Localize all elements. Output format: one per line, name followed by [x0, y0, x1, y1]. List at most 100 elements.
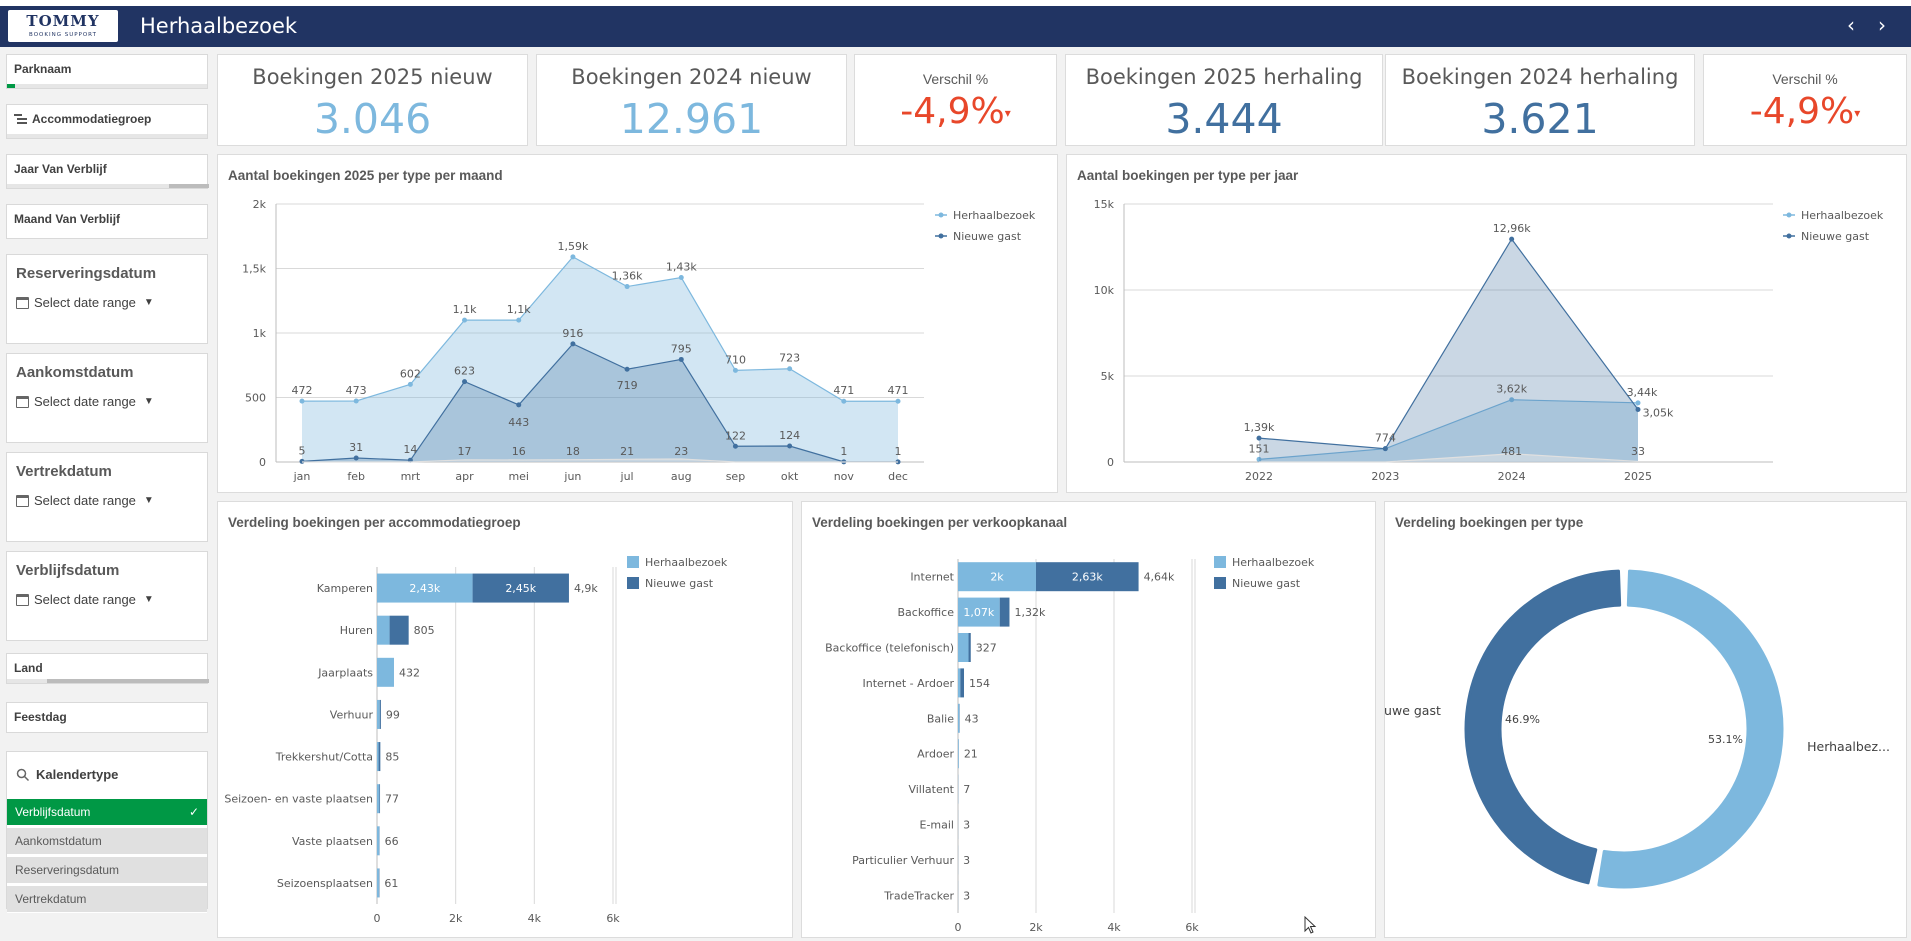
filter-maand-van-verblijf[interactable]: Maand Van Verblijf	[6, 204, 208, 239]
kalendertype-option[interactable]: Reserveringsdatum	[7, 857, 207, 884]
data-label: 1,36k	[612, 270, 643, 283]
x-tick-label: apr	[455, 470, 474, 483]
legend-marker	[627, 577, 639, 589]
search-icon	[16, 768, 30, 781]
trend-down-icon: ▾	[1004, 106, 1011, 120]
data-label: 17	[458, 445, 472, 458]
series-area	[302, 343, 898, 462]
slice-name-label: Nieuwe gast	[1385, 703, 1441, 718]
chart-title: Verdeling boekingen per accommodatiegroe…	[228, 515, 521, 530]
filter-feestdag[interactable]: Feestdag	[6, 702, 208, 733]
data-label: 122	[725, 429, 746, 442]
next-sheet-button[interactable]: ›	[1878, 13, 1886, 37]
bar-segment	[377, 573, 473, 603]
bar-total-label: 77	[385, 793, 399, 806]
data-point	[1382, 446, 1388, 452]
kpi-title: Boekingen 2025 nieuw	[252, 65, 493, 89]
data-point	[1509, 236, 1515, 242]
previous-sheet-button[interactable]: ‹	[1847, 13, 1855, 37]
bar-segment	[958, 703, 960, 733]
data-label: 471	[833, 384, 854, 397]
calendar-icon	[16, 395, 29, 408]
filter-parknaam[interactable]: Parknaam	[6, 54, 208, 89]
data-point	[895, 398, 901, 404]
bar-segment	[389, 615, 409, 645]
bar-segment	[958, 739, 959, 769]
date-range-picker[interactable]: Select date range ▼	[16, 295, 154, 310]
date-range-picker[interactable]: Select date range ▼	[16, 394, 154, 409]
category-label: Huren	[340, 624, 373, 637]
bar-total-label: 327	[976, 642, 997, 655]
data-label: 472	[292, 384, 313, 397]
chart-panel-type[interactable]: Verdeling boekingen per type 53.1% Herhaa…	[1384, 501, 1907, 938]
filter-accommodatiegroep[interactable]: Accommodatiegroep	[6, 104, 208, 139]
kpi-boekingen-2024-nieuw[interactable]: Boekingen 2024 nieuw 12.961	[536, 54, 847, 146]
data-label: 1	[840, 445, 847, 458]
series-area	[302, 256, 898, 462]
data-point	[1635, 400, 1641, 406]
chart-title: Aantal boekingen per type per jaar	[1077, 168, 1299, 183]
x-tick-label: 6k	[1185, 921, 1199, 934]
kpi-title: Boekingen 2024 herhaling	[1401, 65, 1679, 89]
bar-total-label: 85	[385, 751, 399, 764]
x-tick-label: 2k	[1029, 921, 1043, 934]
bar-segment	[999, 597, 1010, 627]
data-label: 5	[299, 444, 306, 457]
bar-total-label: 432	[399, 666, 420, 679]
legend-marker	[1214, 556, 1226, 568]
date-filter-title: Verblijfsdatum	[16, 562, 120, 579]
kpi-title: Boekingen 2025 herhaling	[1085, 65, 1363, 89]
series-line	[302, 458, 898, 463]
chart-panel-jaar[interactable]: Aantal boekingen per type per jaar 0 5k 10…	[1066, 154, 1907, 493]
x-tick-label: jan	[293, 470, 311, 483]
kpi-verschil-nieuw[interactable]: Verschil % -4,9%▾	[854, 54, 1057, 146]
bar-total-label: 43	[965, 712, 979, 725]
tommy-logo[interactable]: TOMMY BOOKING SUPPORT	[8, 10, 118, 42]
area-chart-jaar: 0 5k 10k 15k 2022 2023 2024 2025 151 774 3,62k 3,44…	[1094, 198, 1884, 483]
category-label: Kamperen	[317, 582, 373, 595]
kpi-boekingen-2024-herhaling[interactable]: Boekingen 2024 herhaling 3.621	[1385, 54, 1695, 146]
category-label: Backoffice (telefonisch)	[825, 642, 954, 655]
donut-chart-type: 53.1% Herhaalbez... 46.9% Nieuwe gast	[1385, 569, 1890, 889]
date-range-placeholder: Select date range	[34, 592, 136, 607]
bar-total-label: 1,32k	[1014, 606, 1045, 619]
data-label: 23	[674, 445, 688, 458]
bar-value-label: 2,63k	[1072, 571, 1103, 584]
bar-total-label: 3	[963, 889, 970, 902]
bar-total-label: 61	[384, 877, 398, 890]
kalendertype-option[interactable]: Vertrekdatum	[7, 886, 207, 913]
data-point	[678, 356, 684, 362]
data-point	[787, 366, 793, 372]
filter-land[interactable]: Land	[6, 653, 209, 684]
date-range-picker[interactable]: Select date range ▼	[16, 592, 154, 607]
bar-total-label: 4,9k	[574, 582, 598, 595]
filter-label: Feestdag	[14, 710, 67, 724]
date-range-placeholder: Select date range	[34, 394, 136, 409]
category-label: Particulier Verhuur	[852, 854, 954, 867]
kalendertype-header[interactable]: Kalendertype	[16, 767, 118, 782]
data-point	[570, 341, 576, 347]
filter-label: Parknaam	[14, 62, 72, 76]
kpi-verschil-herhaling[interactable]: Verschil % -4,9%▾	[1703, 54, 1907, 146]
kalendertype-option-selected[interactable]: Verblijfsdatum ✓	[7, 799, 207, 826]
x-tick-label: 4k	[528, 912, 542, 925]
data-point	[462, 379, 468, 385]
series-area	[1259, 239, 1638, 462]
bar-segment	[379, 699, 381, 729]
filter-label: Maand Van Verblijf	[14, 212, 121, 226]
data-label: 473	[346, 384, 367, 397]
date-range-picker[interactable]: Select date range ▼	[16, 493, 154, 508]
logo-text: TOMMY	[26, 12, 100, 30]
chart-title: Verdeling boekingen per verkoopkanaal	[812, 515, 1068, 530]
kpi-boekingen-2025-herhaling[interactable]: Boekingen 2025 herhaling 3.444	[1065, 54, 1383, 146]
x-tick-label: 2024	[1498, 470, 1526, 483]
kpi-boekingen-2025-nieuw[interactable]: Boekingen 2025 nieuw 3.046	[217, 54, 528, 146]
kalendertype-option[interactable]: Aankomstdatum	[7, 828, 207, 855]
filter-jaar-van-verblijf[interactable]: Jaar Van Verblijf	[6, 154, 209, 189]
category-label: Trekkershut/Cotta	[275, 751, 373, 764]
chart-panel-accommodatiegroep[interactable]: Verdeling boekingen per accommodatiegroe…	[217, 501, 793, 938]
data-label: 471	[888, 384, 909, 397]
category-label: Internet - Ardoer	[863, 677, 955, 690]
chart-panel-verkoopkanaal[interactable]: Verdeling boekingen per verkoopkanaal 0 2…	[801, 501, 1376, 938]
chart-panel-maand[interactable]: Aantal boekingen 2025 per type per maand…	[217, 154, 1058, 493]
